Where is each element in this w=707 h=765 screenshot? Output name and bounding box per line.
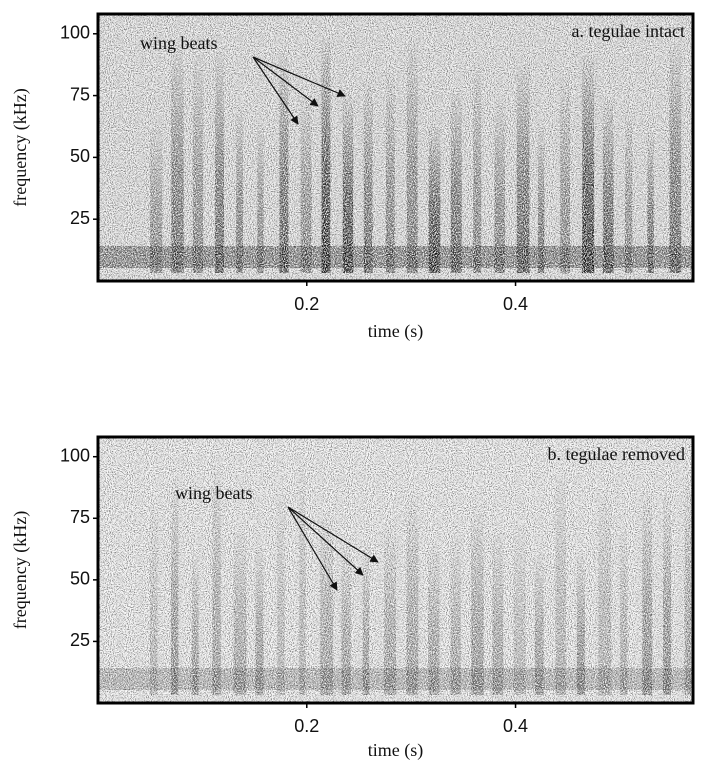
annotation-arrow <box>287 506 364 576</box>
y-tick-label: 100 <box>60 23 90 43</box>
y-tick-label: 75 <box>70 84 90 104</box>
x-tick-label: 0.4 <box>503 294 528 314</box>
panel-title: a. tegulae intact <box>572 21 685 41</box>
dark-noise <box>98 14 693 281</box>
frame <box>96 12 695 283</box>
y-axis-label: frequency (kHz) <box>10 88 31 206</box>
x-axis-label: time (s) <box>368 740 424 761</box>
x-axis-label: time (s) <box>368 321 424 342</box>
y-tick-label: 25 <box>70 208 90 228</box>
panel-title: b. tegulae removed <box>548 444 685 464</box>
annotation: wing beats <box>140 33 217 53</box>
annotation-arrow <box>252 56 319 107</box>
panel: 25 50 75 100 0.2 0.4 time (s) frequency (kHz) a.… <box>10 12 695 342</box>
x-tick-label: 0.2 <box>294 716 319 736</box>
y-axis-label: frequency (kHz) <box>10 511 31 629</box>
annotation-arrow <box>287 506 338 591</box>
y-tick-label: 75 <box>70 507 90 527</box>
y-tick-label: 50 <box>70 569 90 589</box>
panel: 25 50 75 100 0.2 0.4 time (s) frequency (kHz) b.… <box>10 435 695 761</box>
annotation: wing beats <box>175 483 252 503</box>
dark-noise <box>98 437 693 703</box>
annotation-arrow <box>287 506 379 563</box>
y-tick-label: 50 <box>70 146 90 166</box>
x-tick-label: 0.2 <box>294 294 319 314</box>
x-tick-label: 0.4 <box>503 716 528 736</box>
frame <box>96 435 695 705</box>
annotation-arrow <box>252 56 299 125</box>
y-tick-label: 25 <box>70 630 90 650</box>
annotation-arrow <box>252 56 346 97</box>
y-tick-label: 100 <box>60 445 90 465</box>
